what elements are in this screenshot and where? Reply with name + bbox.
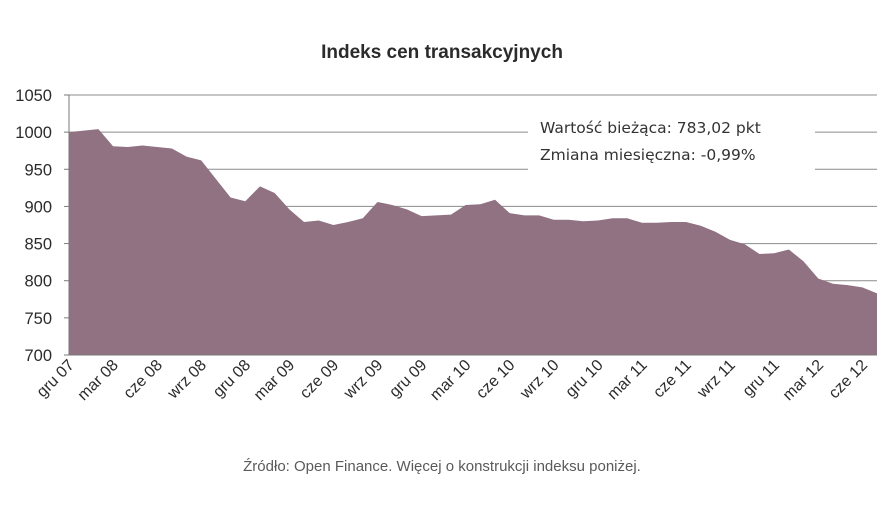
x-tick-label: wrz 08 bbox=[164, 357, 210, 403]
x-tick-label: gru 10 bbox=[563, 357, 607, 401]
annotation-current-value: Wartość bieżąca: 783,02 pkt bbox=[540, 119, 761, 137]
area-fill bbox=[69, 129, 877, 355]
y-tick-label: 800 bbox=[24, 273, 52, 291]
x-tick-label: wrz 11 bbox=[694, 357, 739, 402]
axes bbox=[64, 94, 877, 356]
x-tick-label: wrz 10 bbox=[517, 357, 563, 403]
x-tick-label: gru 09 bbox=[386, 357, 430, 401]
x-tick-label: cze 09 bbox=[297, 357, 342, 402]
x-tick-label: gru 08 bbox=[210, 357, 254, 401]
x-tick-label: mar 10 bbox=[427, 357, 474, 404]
x-tick-label: cze 10 bbox=[473, 357, 518, 402]
x-tick-label: cze 08 bbox=[121, 357, 166, 402]
source-note: Źródło: Open Finance. Więcej o konstrukc… bbox=[243, 458, 641, 475]
x-tick-label: mar 09 bbox=[251, 357, 298, 404]
annotation-box: Wartość bieżąca: 783,02 pkt Zmiana miesi… bbox=[528, 112, 815, 170]
y-tick-label: 1050 bbox=[15, 87, 52, 105]
y-tick-label: 1000 bbox=[15, 124, 52, 142]
area-series bbox=[69, 129, 877, 355]
y-tick-label: 950 bbox=[24, 161, 52, 179]
annotation-background bbox=[528, 112, 815, 170]
x-tick-label: mar 11 bbox=[604, 357, 650, 403]
y-tick-label: 900 bbox=[24, 198, 52, 216]
x-tick-label: mar 08 bbox=[75, 357, 122, 404]
annotation-monthly-change: Zmiana miesięczna: -0,99% bbox=[540, 146, 756, 164]
x-tick-label: cze 11 bbox=[650, 357, 695, 402]
x-tick-label: mar 12 bbox=[780, 357, 827, 404]
x-tick-label: cze 12 bbox=[826, 357, 871, 402]
y-axis-ticks: 700 750 800 850 900 950 1000 1050 bbox=[15, 87, 52, 365]
x-tick-label: wrz 09 bbox=[340, 357, 386, 403]
chart-title: Indeks cen transakcyjnych bbox=[321, 42, 563, 63]
y-tick-label: 700 bbox=[24, 347, 52, 365]
y-tick-label: 850 bbox=[24, 236, 52, 254]
x-tick-label: gru 11 bbox=[740, 357, 783, 400]
y-tick-label: 750 bbox=[24, 310, 52, 328]
